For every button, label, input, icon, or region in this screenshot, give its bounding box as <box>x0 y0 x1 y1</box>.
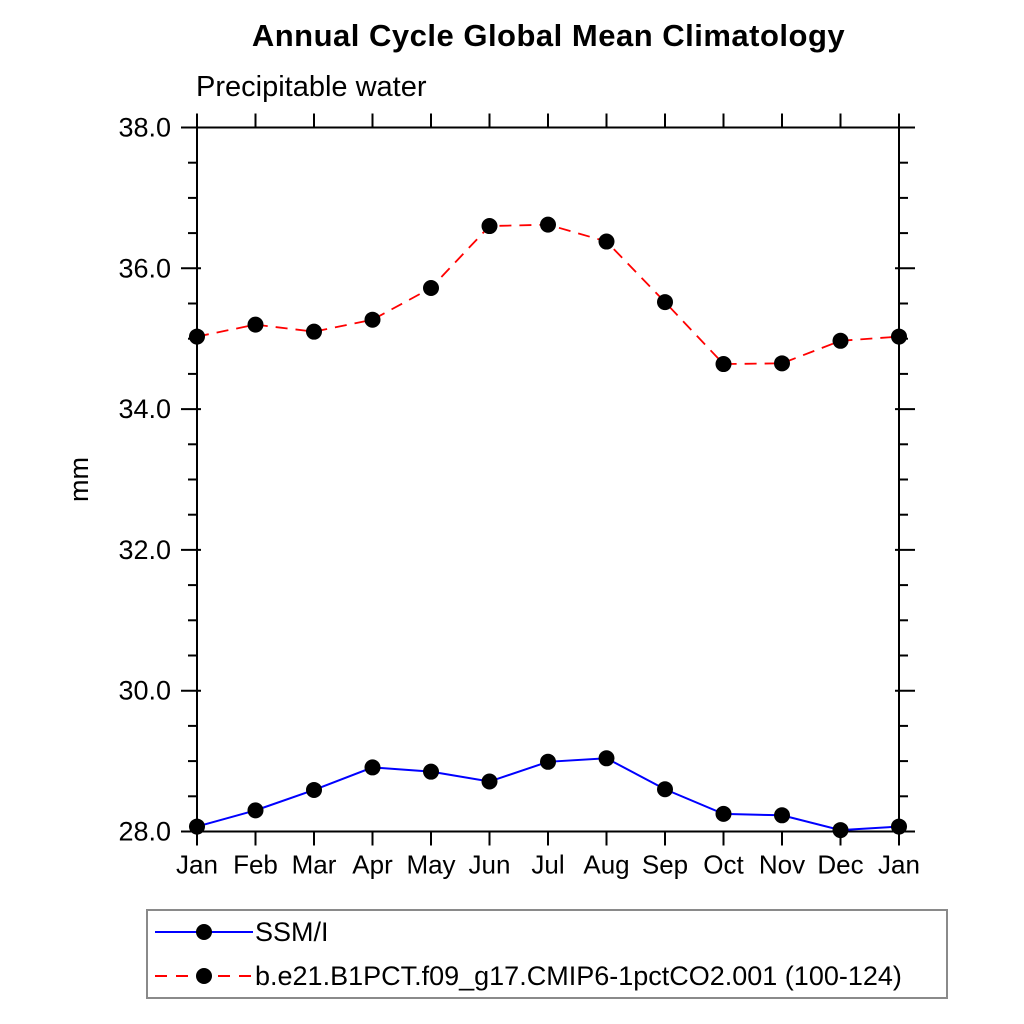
x-axis: Jan Feb Mar Apr May Jun Jul Aug Sep Oct Nov Dec Jan <box>176 113 920 880</box>
data-point-marker <box>364 311 381 328</box>
data-point-marker <box>423 280 439 297</box>
x-tick-label: Mar <box>292 850 337 880</box>
y-tick-label: 28.0 <box>118 817 171 847</box>
data-point-marker <box>540 753 556 770</box>
data-point-marker <box>189 328 205 345</box>
data-point-marker <box>364 759 381 776</box>
x-tick-label: Jul <box>531 850 564 880</box>
x-tick-label: Jan <box>176 850 218 880</box>
y-axis: 28.0 30.0 32.0 34.0 36.0 38.0 <box>118 113 915 847</box>
data-point-marker <box>715 805 732 822</box>
legend-label-model: b.e21.B1PCT.f09_g17.CMIP6-1pctCO2.001 (1… <box>255 960 902 991</box>
ssmi-line-sample-icon <box>155 924 253 940</box>
data-point-marker <box>657 294 673 311</box>
data-point-marker <box>891 328 907 345</box>
data-point-marker <box>598 233 615 250</box>
x-tick-label: Jun <box>469 850 511 880</box>
data-point-marker <box>481 773 498 790</box>
series-model <box>189 216 907 373</box>
x-tick-label: May <box>406 850 455 880</box>
data-point-marker <box>189 818 205 835</box>
series-ssmi <box>189 750 907 839</box>
x-tick-label: Aug <box>583 850 629 880</box>
legend-box: SSM/I b.e21.B1PCT.f09_g17.CMIP6-1pctCO2.… <box>146 909 948 999</box>
x-tick-label: Sep <box>642 850 688 880</box>
data-point-marker <box>715 356 732 373</box>
data-point-marker <box>657 781 673 798</box>
data-point-marker <box>306 323 322 340</box>
y-tick-label: 32.0 <box>118 535 171 565</box>
data-point-marker <box>774 807 790 824</box>
x-tick-label: Feb <box>233 850 278 880</box>
data-point-marker <box>832 332 849 349</box>
model-dashed-line-sample-icon <box>155 968 253 984</box>
y-tick-label: 34.0 <box>118 394 171 424</box>
legend-item-ssmi: SSM/I <box>153 912 946 952</box>
x-tick-label: Oct <box>703 850 744 880</box>
series-line <box>196 223 900 365</box>
y-tick-label: 36.0 <box>118 253 171 283</box>
data-point-marker <box>540 216 556 233</box>
legend-item-model: b.e21.B1PCT.f09_g17.CMIP6-1pctCO2.001 (1… <box>153 956 946 996</box>
data-point-marker <box>774 355 790 372</box>
data-point-marker <box>891 818 907 835</box>
chart-subtitle: Precipitable water <box>196 71 427 103</box>
x-tick-label: Nov <box>759 850 805 880</box>
data-point-marker <box>247 316 264 333</box>
data-point-marker <box>247 802 264 819</box>
data-point-marker <box>598 750 615 767</box>
plot-frame <box>196 126 900 833</box>
y-tick-label: 38.0 <box>118 113 171 143</box>
legend-label-ssmi: SSM/I <box>255 916 329 947</box>
data-point-marker <box>306 781 322 798</box>
y-tick-label: 30.0 <box>118 676 171 706</box>
x-tick-label: Jan <box>878 850 920 880</box>
data-point-marker <box>481 218 498 235</box>
chart-title: Annual Cycle Global Mean Climatology <box>251 18 846 53</box>
x-tick-label: Apr <box>352 850 393 880</box>
x-tick-label: Dec <box>817 850 863 880</box>
data-point-marker <box>423 763 439 780</box>
data-point-marker <box>832 822 849 839</box>
y-axis-title: mm <box>64 457 94 502</box>
